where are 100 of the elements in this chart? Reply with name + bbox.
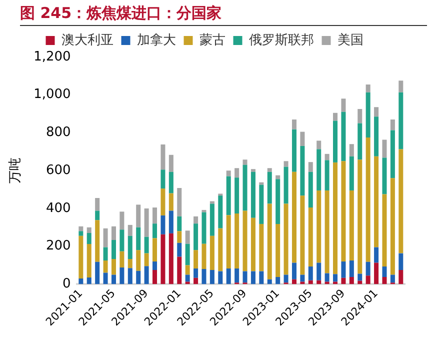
bar xyxy=(185,230,190,244)
bar xyxy=(144,253,149,266)
bar xyxy=(78,226,84,232)
bar xyxy=(210,204,214,236)
bar xyxy=(398,149,404,254)
bar xyxy=(324,282,330,284)
bar xyxy=(382,276,387,284)
bar xyxy=(324,160,330,190)
bar xyxy=(95,220,100,262)
bar xyxy=(259,182,264,185)
bar xyxy=(226,170,231,176)
bar xyxy=(300,146,305,196)
bar xyxy=(382,194,387,267)
bar xyxy=(210,270,214,284)
bar xyxy=(382,158,387,194)
legend-label: 澳大利亚 xyxy=(61,32,114,48)
bar xyxy=(234,268,240,283)
bar xyxy=(218,228,223,272)
bar xyxy=(120,230,124,252)
bar xyxy=(218,196,223,228)
bar xyxy=(86,278,92,284)
bar xyxy=(333,120,338,162)
bar xyxy=(366,262,370,276)
bar xyxy=(152,238,158,262)
bar xyxy=(250,218,256,272)
bar xyxy=(194,278,198,284)
bar xyxy=(168,154,174,172)
legend-label: 蒙古 xyxy=(199,32,226,48)
bar xyxy=(292,129,296,172)
bar xyxy=(300,132,305,146)
bar xyxy=(234,168,240,178)
bar xyxy=(120,251,124,268)
bar xyxy=(349,276,354,284)
bar xyxy=(185,244,190,266)
bar xyxy=(128,224,132,236)
bar xyxy=(185,282,190,284)
bar xyxy=(259,184,264,224)
legend-label: 加拿大 xyxy=(136,32,176,48)
legend-label: 美国 xyxy=(337,32,364,48)
bar xyxy=(341,112,346,162)
y-axis-title: 万吨 xyxy=(8,158,24,184)
bar xyxy=(308,172,313,208)
bar xyxy=(144,236,149,254)
bar xyxy=(160,188,166,216)
bar xyxy=(250,169,256,172)
bar xyxy=(185,274,190,282)
bar xyxy=(382,140,387,158)
bar xyxy=(366,276,370,284)
bar xyxy=(234,178,240,214)
bar xyxy=(349,144,354,156)
bar xyxy=(177,256,182,284)
bar xyxy=(267,168,272,172)
bar xyxy=(358,123,362,160)
bar xyxy=(358,274,362,281)
bar xyxy=(111,240,116,259)
bar xyxy=(284,274,288,283)
y-tick-label: 200 xyxy=(46,238,71,254)
bar xyxy=(390,274,395,283)
bar xyxy=(374,247,379,263)
bar xyxy=(276,276,280,284)
bar xyxy=(226,176,231,216)
bar xyxy=(300,282,305,284)
bar xyxy=(242,164,248,211)
bar xyxy=(111,258,116,275)
bar xyxy=(324,154,330,160)
bar xyxy=(226,268,231,284)
bar xyxy=(111,226,116,240)
bar xyxy=(152,261,158,270)
bar xyxy=(308,280,313,284)
bar xyxy=(86,227,92,234)
bar xyxy=(226,215,231,268)
bar xyxy=(374,262,379,284)
bar xyxy=(168,172,174,194)
bar xyxy=(177,188,182,216)
chart-title: 图 245：炼焦煤进口：分国家 xyxy=(20,4,427,26)
bar xyxy=(398,253,404,270)
bar xyxy=(168,193,174,211)
bar xyxy=(136,250,141,271)
bar xyxy=(194,268,198,278)
bar xyxy=(103,247,108,261)
bar xyxy=(316,190,322,263)
bar xyxy=(267,204,272,280)
bar xyxy=(366,92,370,138)
bar xyxy=(202,269,206,284)
bar xyxy=(308,266,313,280)
y-tick-label: 800 xyxy=(46,125,71,140)
bar xyxy=(177,216,182,232)
bar xyxy=(276,175,280,180)
bar xyxy=(95,210,100,220)
bar xyxy=(103,228,108,248)
bar xyxy=(398,80,404,92)
bar xyxy=(267,172,272,204)
bar xyxy=(349,190,354,261)
bar xyxy=(78,278,84,284)
bar xyxy=(95,262,100,284)
bar xyxy=(103,272,108,284)
bar xyxy=(136,204,141,228)
bar xyxy=(341,98,346,112)
y-tick-label: 0 xyxy=(62,276,71,292)
bar xyxy=(128,258,132,268)
